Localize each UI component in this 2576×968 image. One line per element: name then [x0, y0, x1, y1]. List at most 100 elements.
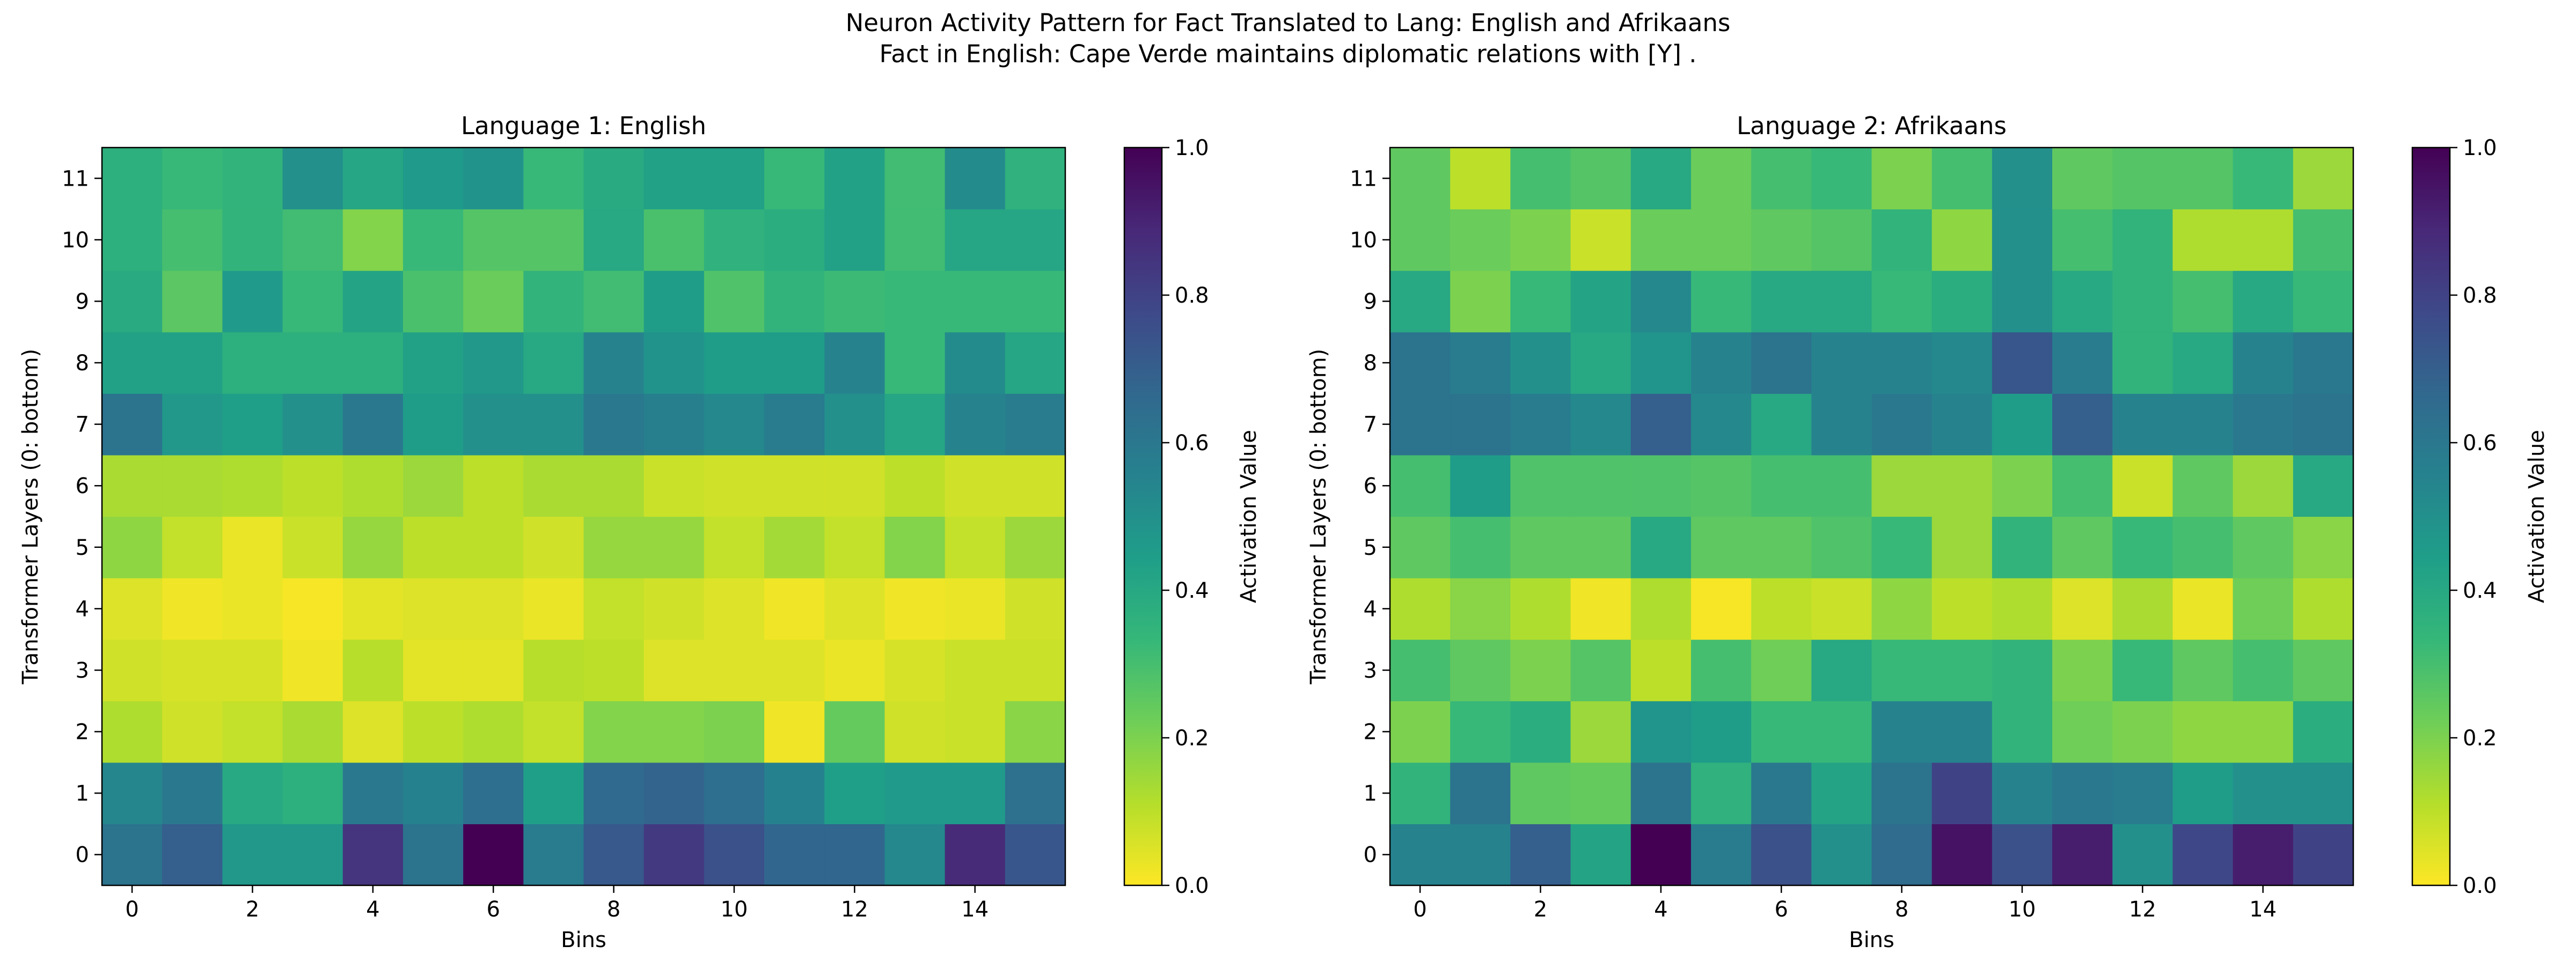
heatmap-cell	[884, 762, 946, 825]
heatmap-cell	[1570, 332, 1631, 394]
x-tick-label: 6	[1774, 897, 1788, 922]
y-tick-label: 10	[1350, 228, 1377, 253]
heatmap-cell	[1811, 701, 1872, 763]
heatmap-cell	[1931, 209, 1993, 271]
heatmap-cell	[824, 332, 885, 394]
heatmap-cell	[342, 639, 404, 701]
heatmap-cell	[2233, 148, 2294, 210]
heatmap-cell	[1005, 332, 1066, 394]
heatmap-cell	[1811, 639, 1872, 701]
heatmap-cell	[704, 639, 765, 701]
heatmap-cell	[2233, 824, 2294, 886]
heatmap-cell	[1690, 393, 1752, 456]
heatmap-cell	[704, 393, 765, 456]
colorbar-label: Activation Value	[2524, 430, 2549, 603]
heatmap-cell	[2172, 824, 2234, 886]
heatmap-cell	[1871, 762, 1933, 825]
heatmap-cell	[463, 639, 524, 701]
heatmap-cell	[884, 701, 946, 763]
heatmap-cell	[2052, 762, 2113, 825]
heatmap-cell	[583, 824, 645, 886]
heatmap-cell	[704, 148, 765, 210]
heatmap-cell	[463, 701, 524, 763]
heatmap-cell	[402, 270, 464, 333]
heatmap-cell	[1570, 701, 1631, 763]
heatmap-cell	[2112, 393, 2174, 456]
heatmap-cell	[2172, 209, 2234, 271]
heatmap-cell	[1005, 578, 1066, 640]
heatmap-cell	[2052, 639, 2113, 701]
heatmap-cell	[463, 762, 524, 825]
heatmap-cell	[1510, 270, 1571, 333]
heatmap-cell	[884, 516, 946, 578]
heatmap-cell	[1690, 824, 1752, 886]
colorbar-tick-label: 0.2	[1175, 726, 1209, 751]
heatmap-cell	[282, 639, 343, 701]
heatmap-cell	[1931, 701, 1993, 763]
heatmap-cell	[222, 762, 283, 825]
heatmap-cell	[1992, 393, 2053, 456]
heatmap-cell	[162, 454, 223, 517]
y-tick-label: 7	[76, 413, 89, 437]
heatmap-cell	[643, 393, 705, 456]
colorbar-tick-label: 0.6	[2463, 431, 2497, 456]
heatmap-cell	[945, 762, 1006, 825]
heatmap-cell	[1450, 332, 1511, 394]
heatmap-cell	[1390, 270, 1451, 333]
heatmap-cell	[1450, 762, 1511, 825]
heatmap-cell	[1005, 639, 1066, 701]
heatmap-cell	[945, 332, 1006, 394]
y-tick-label: 4	[1364, 597, 1377, 621]
heatmap-cell	[1630, 701, 1692, 763]
heatmap-cell	[1390, 332, 1451, 394]
y-tick-label: 0	[1364, 843, 1377, 868]
colorbar-tick-label: 0.2	[2463, 726, 2497, 751]
y-tick-label: 9	[1364, 289, 1377, 314]
heatmap-cell	[1751, 454, 1812, 517]
heatmap-cell	[402, 824, 464, 886]
heatmap-cell	[2293, 578, 2354, 640]
heatmap-cell	[824, 454, 885, 517]
heatmap-cell	[824, 824, 885, 886]
y-tick-label: 9	[76, 289, 89, 314]
x-tick-label: 6	[486, 897, 500, 922]
heatmap-cell	[2112, 762, 2174, 825]
y-tick-label: 0	[76, 843, 89, 868]
heatmap-cell	[2293, 332, 2354, 394]
heatmap-cell	[884, 454, 946, 517]
heatmap-cell	[1690, 516, 1752, 578]
heatmap-cell	[2233, 393, 2294, 456]
heatmap-cell	[102, 701, 163, 763]
heatmap-cell	[2293, 454, 2354, 517]
heatmap-cell	[1751, 209, 1812, 271]
heatmap-cell	[1871, 270, 1933, 333]
heatmap-cell	[1630, 639, 1692, 701]
heatmap-cell	[1630, 332, 1692, 394]
heatmap-cell	[643, 454, 705, 517]
figure-title-line1: Neuron Activity Pattern for Fact Transla…	[846, 9, 1731, 37]
y-tick-label: 7	[1364, 413, 1377, 437]
y-tick-label: 1	[76, 781, 89, 806]
heatmap-cell	[222, 578, 283, 640]
heatmap-cell	[764, 270, 825, 333]
heatmap-cell	[222, 516, 283, 578]
y-tick-label: 5	[1364, 536, 1377, 560]
heatmap-cell	[282, 148, 343, 210]
heatmap-cell	[884, 824, 946, 886]
heatmap-cell	[1390, 762, 1451, 825]
colorbar-tick-label: 0.6	[1175, 431, 1209, 456]
heatmap-cell	[764, 516, 825, 578]
heatmap-cell	[222, 148, 283, 210]
heatmap-cell	[1931, 393, 1993, 456]
heatmap-cell	[824, 701, 885, 763]
heatmap-cell	[945, 393, 1006, 456]
heatmap-cell	[764, 762, 825, 825]
heatmap-cell	[764, 209, 825, 271]
heatmap-cell	[1690, 701, 1752, 763]
heatmap-cell	[1992, 270, 2053, 333]
heatmap-cell	[945, 516, 1006, 578]
heatmap-cell	[1630, 393, 1692, 456]
heatmap-cell	[583, 270, 645, 333]
heatmap-cell	[1931, 454, 1993, 517]
